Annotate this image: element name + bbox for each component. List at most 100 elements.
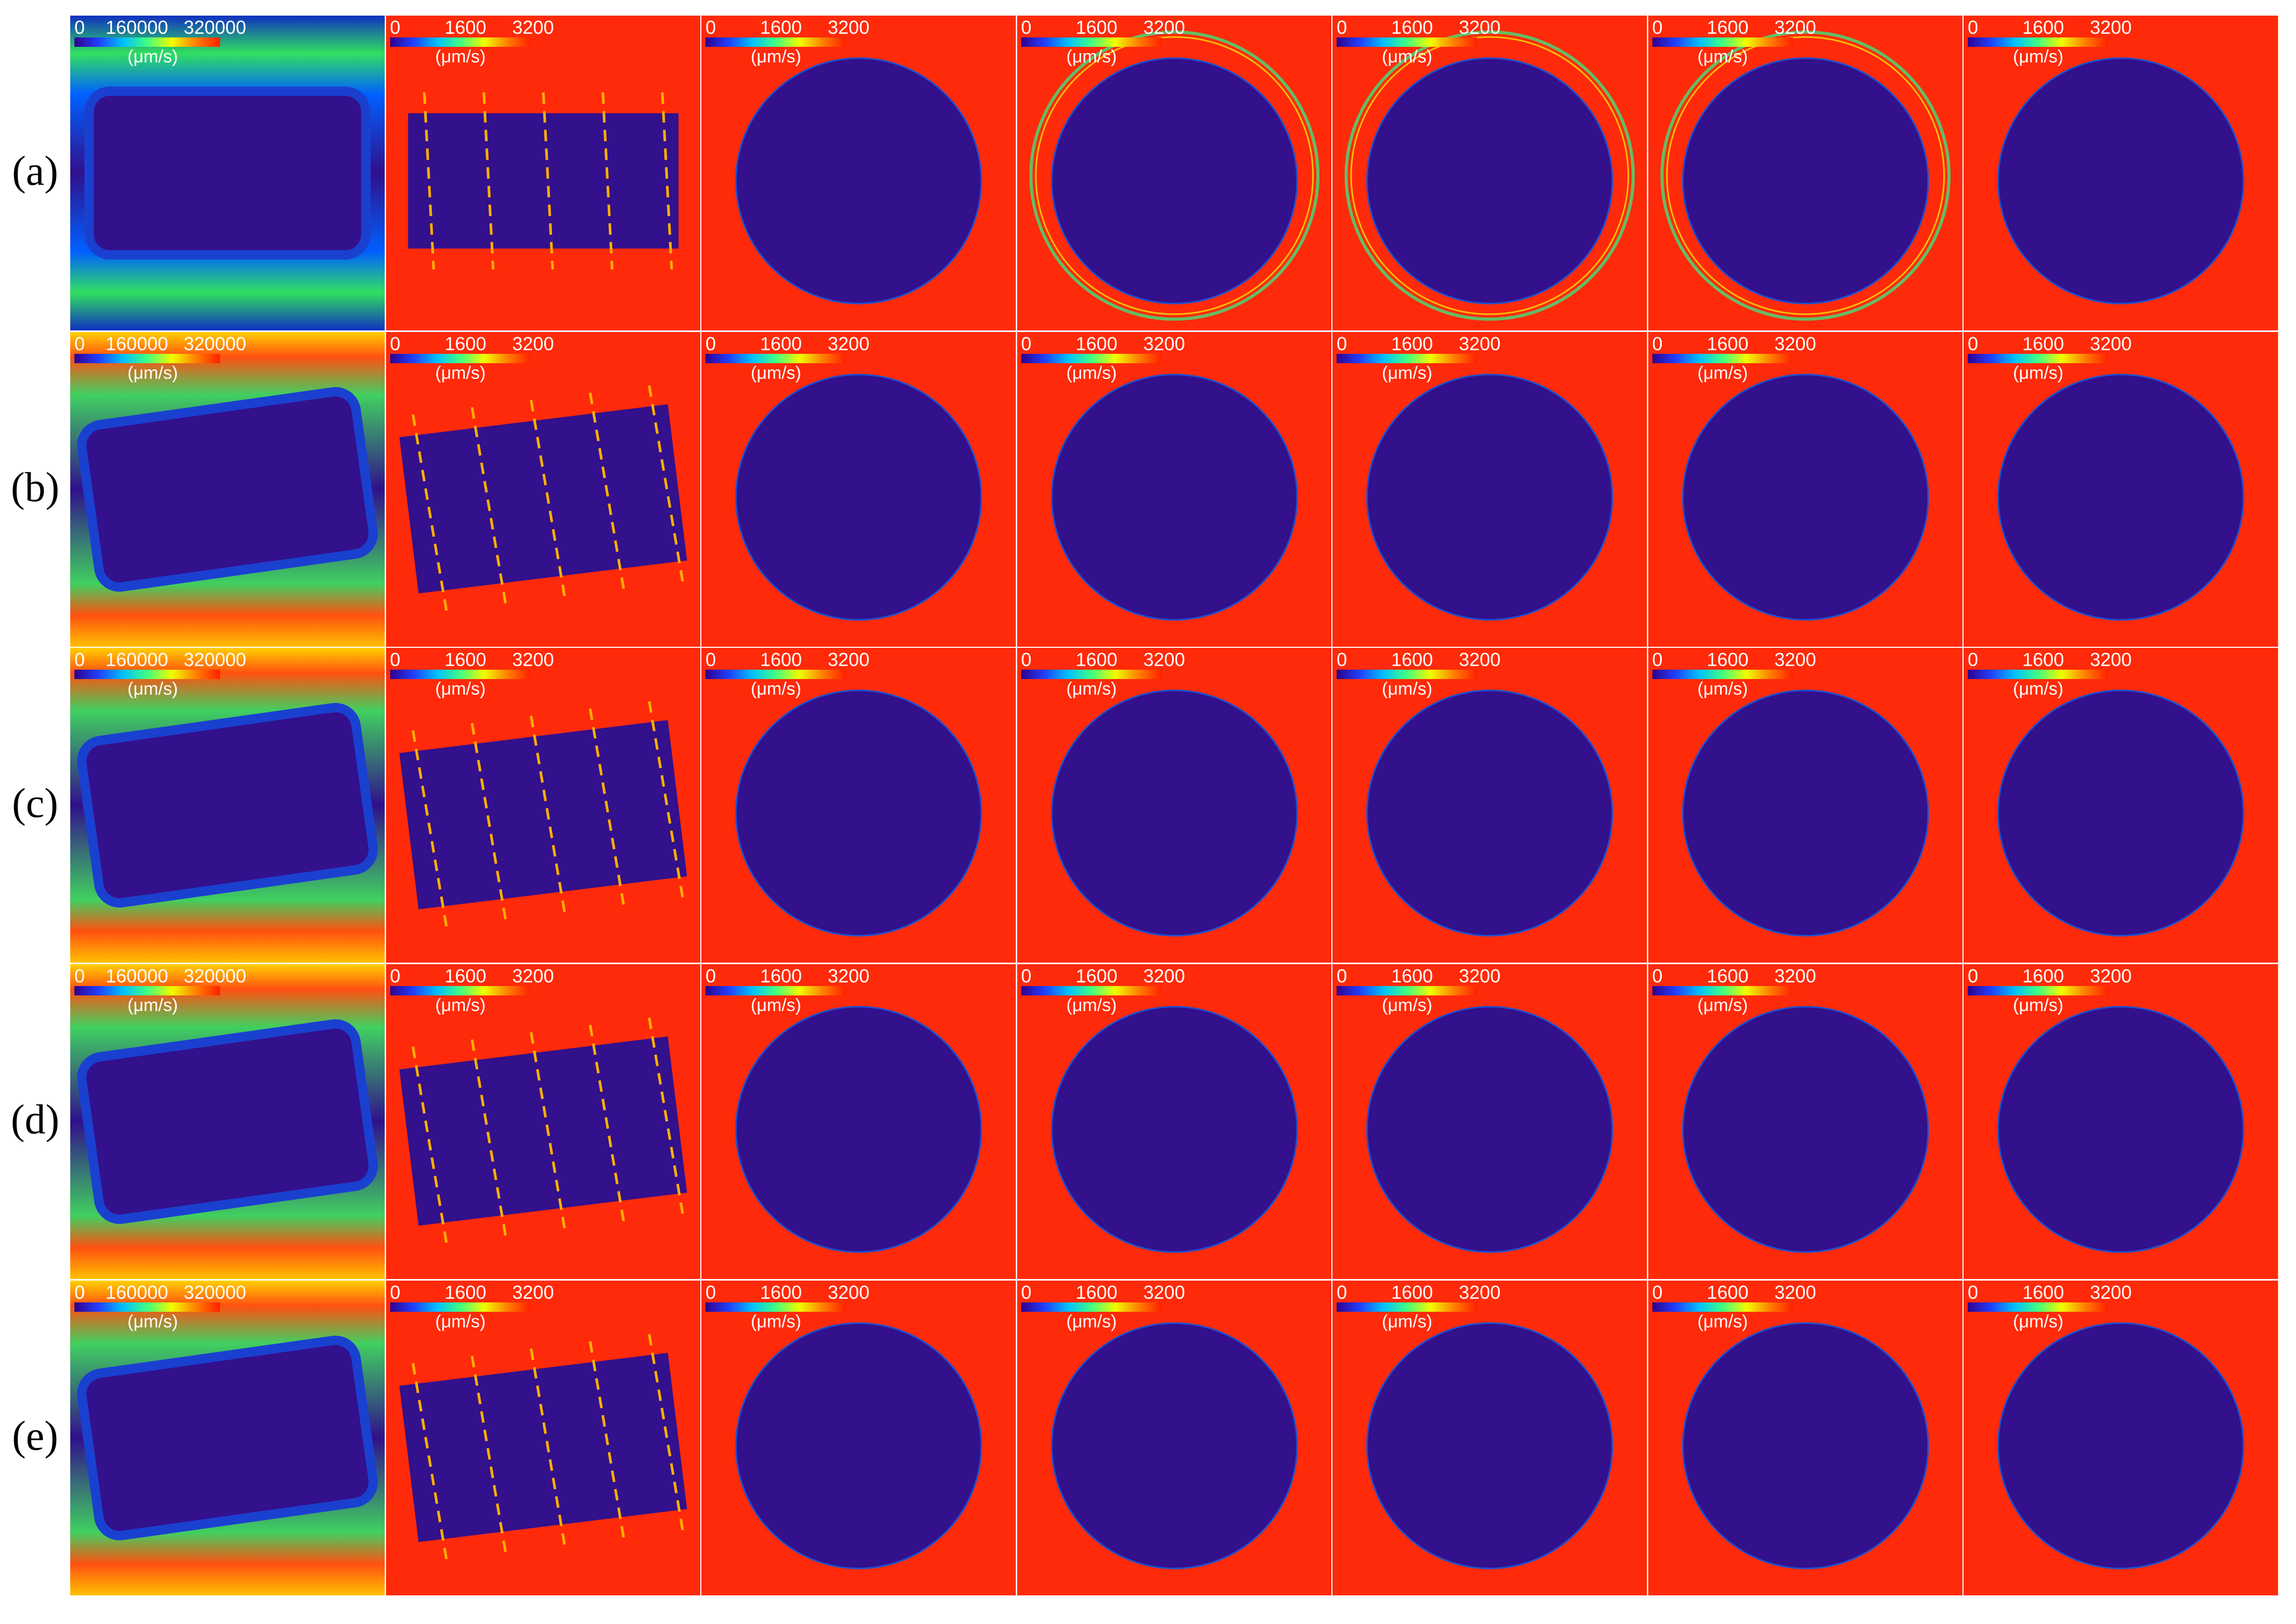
colorbar-gradient xyxy=(1652,986,1793,995)
velocity-field-panel: 0 160000 320000 (μm/s) xyxy=(70,648,385,963)
colorbar-tick-max: 320000 xyxy=(184,333,247,354)
colorbar-unit: (μm/s) xyxy=(2013,47,2064,67)
colorbar-unit: (μm/s) xyxy=(1697,995,1748,1015)
colorbar-gradient xyxy=(1652,1302,1793,1312)
colorbar-tick-min: 0 xyxy=(74,649,85,670)
row-label: (a) xyxy=(12,148,58,194)
cross-section-disk xyxy=(1997,1006,2244,1253)
row-label: (e) xyxy=(12,1413,58,1459)
colorbar-tick-mid: 1600 xyxy=(1075,965,1118,987)
section-line xyxy=(529,400,566,597)
colorbar-gradient xyxy=(706,670,846,679)
section-line xyxy=(588,392,625,590)
colorbar-tick-max: 3200 xyxy=(828,965,870,987)
cross-section-disk xyxy=(1050,689,1298,937)
colorbar-unit: (μm/s) xyxy=(1382,1312,1433,1332)
colorbar-tick-max: 3200 xyxy=(512,965,554,987)
colorbar-tick-min: 0 xyxy=(1652,965,1663,987)
particle-bed xyxy=(399,404,687,594)
colorbar-tick-max: 3200 xyxy=(2090,17,2132,38)
cross-section-panel: 0 1600 3200 (μm/s) xyxy=(1017,16,1331,330)
cross-section-disk xyxy=(1682,1006,1929,1253)
cross-section-panel: 0 1600 3200 (μm/s) xyxy=(1648,16,1962,330)
cross-section-disk xyxy=(1997,374,2244,621)
cross-section-panel: 0 1600 3200 (μm/s) xyxy=(1332,964,1647,1279)
colorbar-unit: (μm/s) xyxy=(127,679,178,699)
colorbar-gradient xyxy=(390,670,531,679)
velocity-field-panel: 0 160000 320000 (μm/s) xyxy=(70,1281,385,1595)
colorbar-unit: (μm/s) xyxy=(751,1312,802,1332)
colorbar-tick-max: 3200 xyxy=(1459,17,1501,38)
cross-section-panel: 0 1600 3200 (μm/s) xyxy=(1017,332,1331,647)
colorbar-tick-min: 0 xyxy=(1968,1282,1979,1303)
colorbar-unit: (μm/s) xyxy=(435,47,486,67)
colorbar-tick-min: 0 xyxy=(1968,965,1979,987)
cross-section-panel: 0 1600 3200 (μm/s) xyxy=(1964,964,2278,1279)
row-label: (d) xyxy=(10,1096,60,1143)
colorbar-tick-min: 0 xyxy=(74,333,85,354)
colorbar-tick-mid: 1600 xyxy=(2022,333,2064,354)
colorbar-tick-min: 0 xyxy=(1021,649,1032,670)
colorbar-gradient xyxy=(1968,1302,2108,1312)
colorbar-gradient xyxy=(74,354,220,363)
colorbar-gradient xyxy=(1968,37,2108,47)
colorbar-unit: (μm/s) xyxy=(435,363,486,383)
colorbar-tick-max: 3200 xyxy=(2090,649,2132,670)
colorbar-tick-mid: 1600 xyxy=(1075,17,1118,38)
colorbar-tick-min: 0 xyxy=(390,649,401,670)
colorbar-tick-max: 3200 xyxy=(1774,649,1816,670)
colorbar-gradient xyxy=(706,354,846,363)
cross-section-disk xyxy=(1366,374,1613,621)
colorbar-tick-mid: 1600 xyxy=(760,1282,802,1303)
colorbar-tick-max: 3200 xyxy=(1459,649,1501,670)
colorbar-tick-max: 3200 xyxy=(1143,1282,1185,1303)
colorbar-tick-min: 0 xyxy=(1337,333,1348,354)
colorbar-gradient xyxy=(1337,37,1477,47)
colorbar-tick-min: 0 xyxy=(74,1282,85,1303)
colorbar-gradient xyxy=(390,986,531,995)
section-line xyxy=(647,385,684,582)
cross-section-disk xyxy=(1682,689,1929,937)
colorbar-tick-min: 0 xyxy=(1021,1282,1032,1303)
colorbar-gradient xyxy=(1337,670,1477,679)
colorbar-tick-max: 320000 xyxy=(184,649,247,670)
colorbar-gradient xyxy=(1337,986,1477,995)
colorbar-gradient xyxy=(1021,1302,1162,1312)
colorbar-tick-max: 3200 xyxy=(1143,333,1185,354)
colorbar-gradient xyxy=(1021,354,1162,363)
cross-section-panel: 0 1600 3200 (μm/s) xyxy=(701,648,1016,963)
colorbar-unit: (μm/s) xyxy=(435,995,486,1015)
section-line xyxy=(422,92,435,270)
row-label: (b) xyxy=(10,464,60,510)
colorbar-tick-max: 3200 xyxy=(828,649,870,670)
side-view-panel: 0 1600 3200 (μm/s) xyxy=(386,332,700,647)
colorbar-gradient xyxy=(74,37,220,47)
velocity-field-panel: 0 160000 320000 (μm/s) xyxy=(70,964,385,1279)
colorbar-tick-min: 0 xyxy=(390,965,401,987)
colorbar-tick-min: 0 xyxy=(390,17,401,38)
colorbar-tick-max: 3200 xyxy=(1459,1282,1501,1303)
colorbar-unit: (μm/s) xyxy=(1697,47,1748,67)
colorbar-tick-mid: 1600 xyxy=(1707,17,1749,38)
row-label: (c) xyxy=(12,780,58,826)
cross-section-panel: 0 1600 3200 (μm/s) xyxy=(1964,332,2278,647)
side-view-panel: 0 1600 3200 (μm/s) xyxy=(386,16,700,330)
colorbar-tick-min: 0 xyxy=(706,965,716,987)
cross-section-disk xyxy=(735,374,982,621)
colorbar-tick-min: 0 xyxy=(1968,333,1979,354)
cross-section-panel: 0 1600 3200 (μm/s) xyxy=(1332,648,1647,963)
colorbar-gradient xyxy=(74,986,220,995)
colorbar-tick-min: 0 xyxy=(1968,17,1979,38)
cross-section-disk xyxy=(1682,57,1929,304)
particle-block xyxy=(84,86,371,260)
colorbar-unit: (μm/s) xyxy=(751,995,802,1015)
side-view-panel: 0 1600 3200 (μm/s) xyxy=(386,1281,700,1595)
colorbar-gradient xyxy=(1021,986,1162,995)
cross-section-panel: 0 1600 3200 (μm/s) xyxy=(1648,1281,1962,1595)
colorbar-unit: (μm/s) xyxy=(127,47,178,67)
colorbar-tick-max: 3200 xyxy=(512,17,554,38)
colorbar-tick-min: 0 xyxy=(1337,17,1348,38)
colorbar-tick-min: 0 xyxy=(706,1282,716,1303)
section-line xyxy=(470,1356,507,1553)
colorbar-unit: (μm/s) xyxy=(1697,363,1748,383)
